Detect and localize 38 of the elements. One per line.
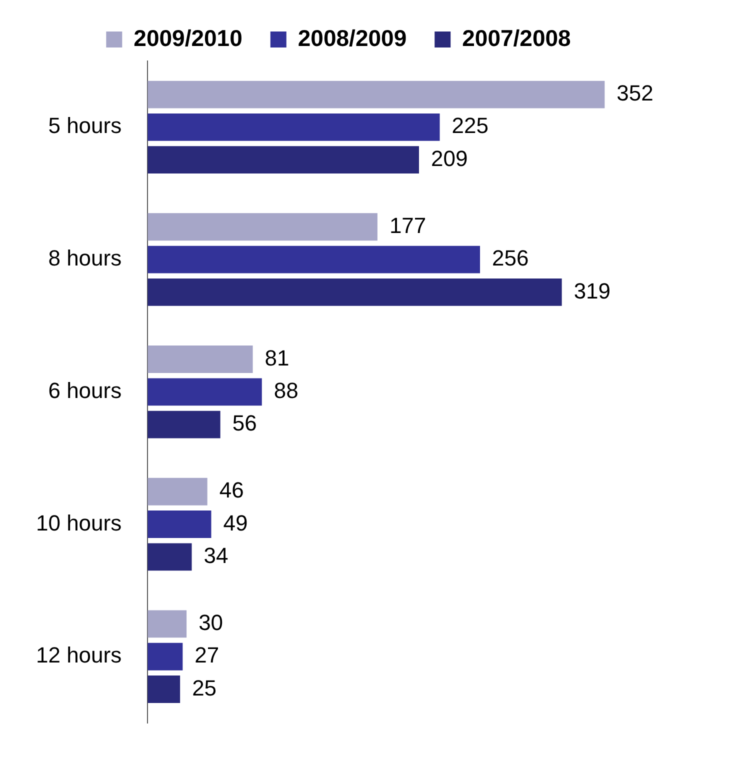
- data-label: 352: [616, 80, 654, 106]
- data-label: 319: [574, 278, 611, 304]
- bar: [148, 113, 440, 141]
- y-tick-label: 6 hours: [48, 378, 122, 403]
- bar: [148, 642, 183, 670]
- data-label: 177: [389, 212, 426, 238]
- y-tick-label: 10 hours: [36, 510, 122, 536]
- bar: [148, 246, 480, 274]
- bar: [148, 510, 212, 538]
- data-label: 209: [430, 146, 468, 171]
- data-label: 25: [192, 675, 217, 700]
- bar: [148, 410, 220, 438]
- legend-label: 2007/2008: [462, 24, 572, 51]
- bar: [148, 213, 378, 241]
- y-tick-label: 5 hours: [48, 113, 122, 138]
- data-label: 49: [223, 510, 248, 536]
- y-tick-label: 12 hours: [36, 642, 122, 668]
- bar: [148, 80, 605, 108]
- bar: [148, 543, 192, 571]
- data-label: 34: [204, 542, 228, 568]
- data-label: 30: [198, 610, 224, 636]
- data-label: 46: [219, 478, 244, 503]
- bar: [148, 478, 208, 506]
- bar: [148, 346, 253, 373]
- data-label: 81: [264, 345, 290, 370]
- bar: [148, 378, 262, 406]
- data-label: 88: [274, 378, 298, 403]
- data-label: 56: [232, 410, 257, 436]
- bar: [148, 610, 187, 638]
- bar: [148, 676, 180, 703]
- y-tick-label: 8 hours: [48, 246, 122, 271]
- legend-label: 2009/2010: [134, 24, 242, 51]
- legend-label: 2008/2009: [298, 24, 407, 51]
- bar: [148, 146, 419, 174]
- data-label: 256: [492, 246, 529, 271]
- bar: [148, 278, 562, 306]
- data-label: 27: [194, 642, 220, 668]
- data-label: 225: [452, 113, 488, 138]
